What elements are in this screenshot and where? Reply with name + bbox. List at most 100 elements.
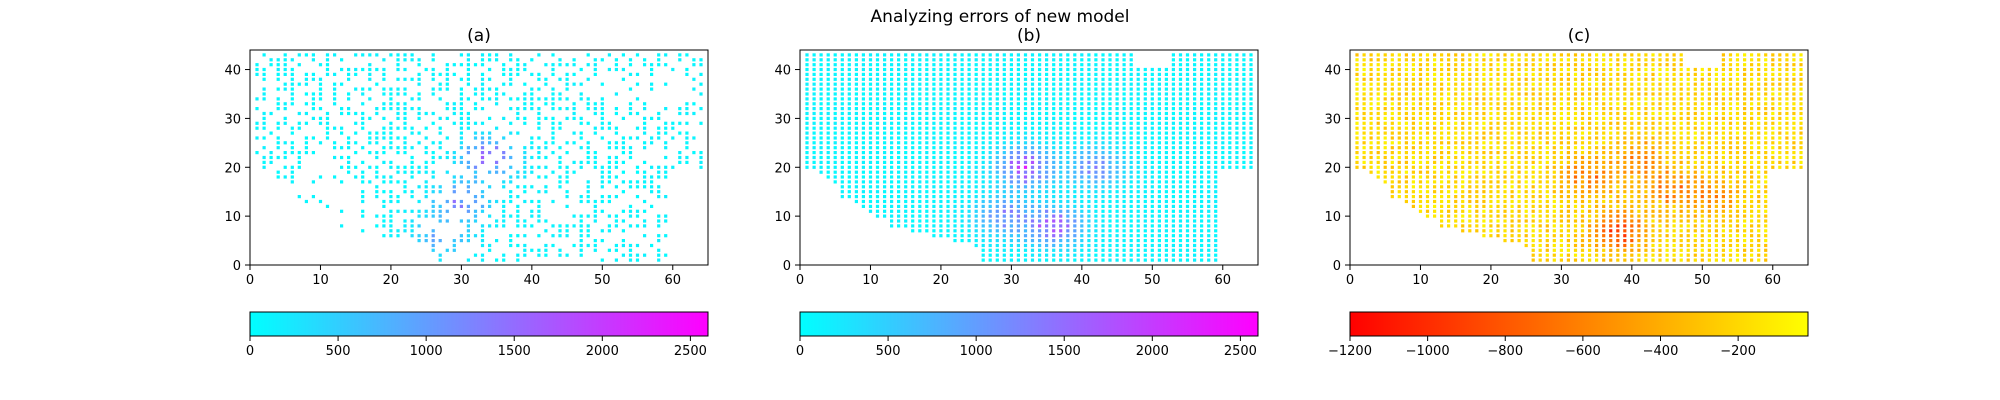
data-point	[1538, 82, 1542, 86]
data-point	[1157, 234, 1161, 238]
data-point	[925, 219, 929, 223]
data-point	[1136, 214, 1140, 218]
data-point	[1122, 136, 1126, 140]
data-point	[1573, 170, 1578, 174]
data-point	[1524, 136, 1528, 140]
data-point	[1009, 243, 1013, 248]
data-point	[904, 63, 908, 67]
data-point	[974, 131, 978, 135]
data-point	[290, 141, 294, 145]
data-point	[361, 209, 365, 213]
data-point	[953, 209, 957, 213]
data-point	[1087, 58, 1091, 62]
data-point	[1580, 258, 1585, 262]
data-point	[537, 204, 541, 208]
data-point	[1066, 131, 1070, 135]
data-point	[290, 82, 294, 86]
data-point	[572, 214, 576, 218]
data-point	[1193, 229, 1197, 233]
data-point	[1461, 63, 1465, 67]
data-point	[657, 126, 661, 130]
data-point	[1390, 165, 1394, 169]
data-point	[1531, 77, 1535, 81]
data-point	[1200, 253, 1204, 257]
data-point	[1418, 63, 1423, 67]
data-point	[1418, 87, 1423, 91]
data-point	[988, 209, 992, 213]
data-point	[1425, 121, 1430, 125]
data-point	[854, 111, 858, 116]
data-point	[1595, 141, 1599, 145]
data-point	[1362, 97, 1366, 101]
data-point	[911, 175, 915, 179]
data-point	[946, 58, 950, 62]
data-point	[925, 77, 929, 81]
data-point	[1059, 107, 1063, 111]
data-point	[480, 53, 485, 57]
data-point	[375, 190, 379, 194]
data-point	[1235, 165, 1239, 169]
data-point	[868, 131, 873, 135]
data-point	[1433, 87, 1437, 91]
data-point	[1221, 63, 1225, 67]
data-point	[1496, 82, 1500, 86]
data-point	[516, 253, 520, 257]
data-point	[1475, 72, 1479, 76]
data-point	[960, 219, 964, 223]
data-point	[1101, 185, 1105, 189]
data-point	[1164, 229, 1168, 233]
data-point	[1030, 102, 1035, 106]
data-point	[1588, 204, 1592, 208]
data-point	[868, 204, 873, 208]
data-point	[1178, 229, 1183, 233]
data-point	[946, 72, 950, 76]
data-point	[276, 146, 280, 150]
data-point	[904, 67, 908, 72]
data-point	[1475, 116, 1479, 120]
data-point	[516, 111, 520, 116]
data-point	[1595, 116, 1599, 120]
data-point	[953, 199, 957, 204]
data-point	[1602, 72, 1606, 76]
data-point	[826, 58, 830, 62]
data-point	[1573, 67, 1578, 72]
data-point	[347, 155, 351, 160]
data-point	[1080, 234, 1084, 238]
data-point	[1454, 209, 1458, 213]
data-point	[1002, 209, 1006, 213]
data-point	[1454, 67, 1458, 72]
data-point	[805, 116, 809, 120]
data-point	[1052, 190, 1056, 194]
data-point	[1418, 204, 1423, 208]
data-point	[1496, 180, 1500, 184]
colorbar-tick-label: 2000	[1136, 344, 1169, 359]
data-point	[340, 58, 344, 62]
data-point	[1193, 185, 1197, 189]
data-point	[424, 239, 428, 243]
data-point	[939, 82, 943, 86]
data-point	[628, 248, 633, 252]
data-point	[1468, 141, 1472, 145]
data-point	[1602, 131, 1606, 135]
data-point	[523, 155, 527, 160]
data-point	[1157, 224, 1161, 228]
colorbar-tick-label: 500	[876, 344, 901, 359]
data-point	[1418, 121, 1423, 125]
data-point	[1228, 146, 1232, 150]
data-point	[1454, 107, 1458, 111]
data-point	[1002, 258, 1006, 262]
data-point	[664, 82, 668, 86]
data-point	[1559, 253, 1563, 257]
data-point	[861, 136, 865, 140]
data-point	[1052, 219, 1056, 223]
data-point	[1362, 155, 1366, 160]
data-point	[925, 160, 929, 164]
data-point	[1475, 63, 1479, 67]
data-point	[1595, 224, 1599, 228]
data-point	[1559, 67, 1563, 72]
data-point	[1009, 151, 1013, 155]
data-point	[1030, 151, 1035, 155]
data-point	[382, 214, 386, 218]
data-point	[1609, 126, 1613, 130]
data-point	[1143, 72, 1147, 76]
